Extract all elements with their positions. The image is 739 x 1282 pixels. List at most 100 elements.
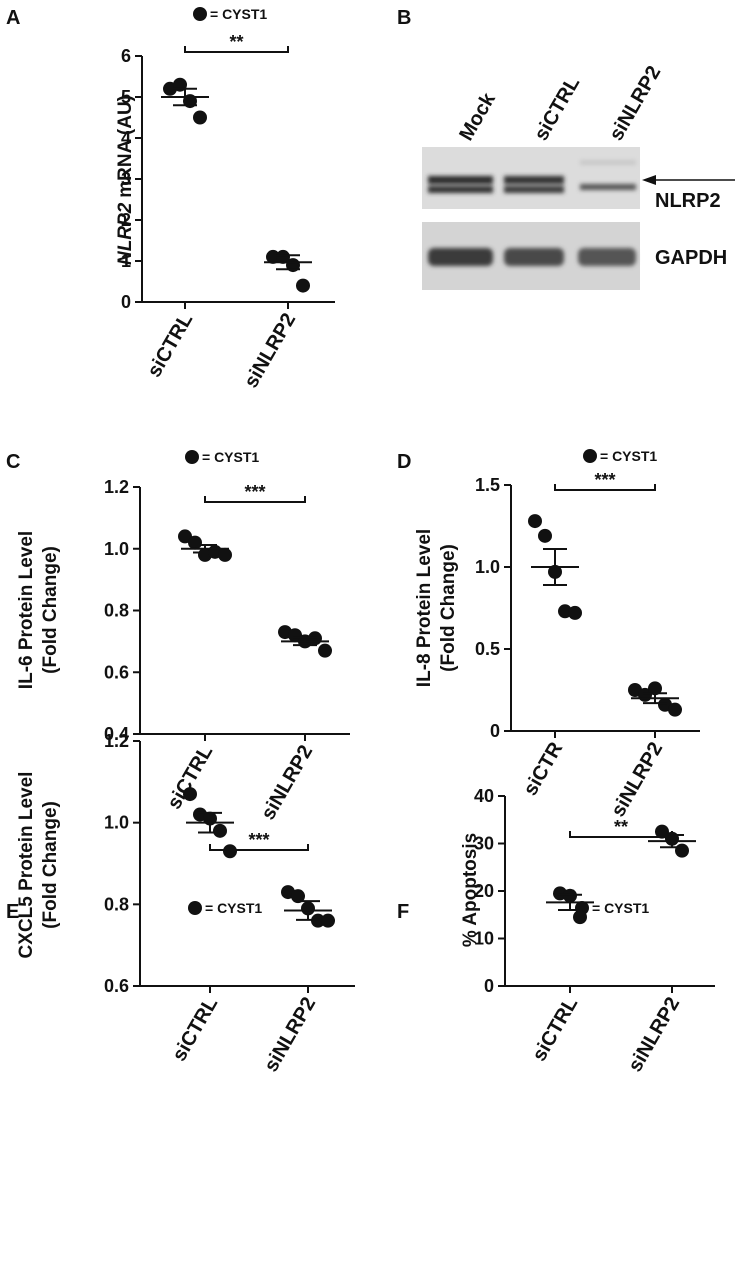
y-axis-label: NLRP2 mRNA (AU) — [115, 95, 136, 265]
y-axis-label: (Fold Change) — [40, 546, 61, 674]
y-tick-label: 1 — [121, 251, 131, 271]
data-point — [288, 628, 302, 643]
y-tick-label: 1.0 — [104, 813, 129, 833]
y-tick-label: 1.2 — [104, 477, 129, 497]
data-point — [183, 787, 197, 802]
data-point — [291, 889, 305, 904]
x-tick-label: siCTR — [519, 738, 567, 800]
panel-letter: B — [397, 7, 411, 29]
x-tick-label: siNLRP2 — [624, 994, 684, 1076]
significance-bracket — [184, 46, 289, 53]
data-point — [178, 529, 192, 544]
error-bar — [293, 636, 317, 647]
y-tick-label: 40 — [474, 786, 494, 806]
y-tick-label: 1.0 — [104, 539, 129, 559]
y-tick-label: 0.8 — [104, 894, 129, 914]
panel-letter: A — [6, 7, 20, 29]
y-tick-label: 10 — [474, 929, 494, 949]
data-point — [573, 910, 587, 925]
data-point — [188, 535, 202, 550]
x-tick-label: siNLRP2 — [240, 310, 300, 392]
legend-marker — [188, 901, 202, 915]
significance-bracket — [554, 484, 656, 491]
band-label: GAPDH — [655, 247, 727, 269]
x-tick-label: siNLRP2 — [607, 739, 667, 821]
significance-label: *** — [248, 830, 269, 850]
significance-bracket — [204, 496, 306, 503]
legend-label: = CYST1 — [592, 900, 649, 916]
panel-letter: D — [397, 451, 411, 473]
lane-label: Mock — [455, 88, 500, 144]
legend-label: = CYST1 — [205, 900, 262, 916]
x-tick-label: siCTRL — [168, 994, 222, 1066]
data-point — [528, 514, 542, 529]
lane-label: siCTRL — [530, 73, 584, 145]
y-tick-label: 0 — [484, 976, 494, 996]
y-axis-label: CXCL5 Protein Level — [16, 772, 37, 959]
x-tick-label: siNLRP2 — [260, 994, 320, 1076]
y-tick-label: 2 — [121, 210, 131, 230]
data-point — [321, 913, 335, 928]
y-tick-label: 0.8 — [104, 601, 129, 621]
y-tick-label: 0 — [121, 292, 131, 312]
y-tick-label: 0.5 — [475, 639, 500, 659]
significance-label: ** — [614, 817, 628, 837]
blot-panel: B Mock siCTRL siNLRP2 NLRP2 GAPDH — [397, 7, 735, 290]
y-tick-label: 0 — [490, 721, 500, 741]
panel-letter: F — [397, 901, 409, 923]
error-bar — [198, 811, 222, 834]
data-point — [668, 702, 682, 717]
data-point — [538, 528, 552, 543]
significance-label: *** — [594, 470, 615, 490]
legend-marker — [185, 450, 199, 464]
arrow-head — [642, 175, 656, 185]
legend-label: = CYST1 — [600, 448, 657, 464]
data-point — [276, 249, 290, 264]
x-tick-label: siCTRL — [528, 994, 582, 1066]
y-axis-label: IL-6 Protein Level — [16, 531, 37, 689]
panel-letter: C — [6, 451, 20, 473]
data-point — [266, 249, 280, 264]
lane-label: siNLRP2 — [605, 62, 665, 144]
data-point — [568, 605, 582, 620]
y-axis-label: % Apoptosis — [460, 833, 481, 947]
y-tick-label: 5 — [121, 87, 131, 107]
significance-label: *** — [244, 482, 265, 502]
y-axis-label-part: mRNA (AU) — [115, 95, 136, 198]
band-label: NLRP2 — [655, 190, 721, 212]
error-bar — [193, 544, 217, 554]
legend-label: = CYST1 — [210, 6, 267, 22]
significance-label: ** — [229, 32, 243, 52]
y-tick-label: 0.4 — [104, 724, 129, 744]
y-axis-label-part: NLRP2 — [115, 202, 136, 265]
legend-label: = CYST1 — [202, 449, 259, 465]
significance-bracket — [209, 844, 309, 851]
panel-letter: E — [6, 901, 19, 923]
data-point — [223, 844, 237, 859]
blot-bands — [428, 160, 636, 193]
significance-bracket — [569, 831, 673, 838]
y-tick-label: 4 — [121, 128, 131, 148]
y-tick-label: 0.6 — [104, 976, 129, 996]
data-point — [675, 843, 689, 858]
x-tick-label: siCTRL — [163, 742, 217, 814]
y-axis-label: (Fold Change) — [40, 801, 61, 929]
y-tick-label: 6 — [121, 46, 131, 66]
error-bar — [643, 692, 667, 705]
y-tick-label: 20 — [474, 881, 494, 901]
y-axis-label: (Fold Change) — [438, 544, 459, 672]
y-tick-label: 30 — [474, 834, 494, 854]
legend-marker — [583, 449, 597, 463]
y-axis-label: IL-8 Protein Level — [414, 529, 435, 687]
data-point — [213, 823, 227, 838]
legend-marker — [193, 7, 207, 21]
y-tick-label: 1.5 — [475, 475, 500, 495]
error-bar — [276, 254, 300, 271]
x-tick-label: siNLRP2 — [257, 742, 317, 824]
data-point — [193, 110, 207, 125]
error-bar — [296, 900, 320, 921]
x-tick-label: siCTRL — [143, 310, 197, 382]
error-bar — [543, 547, 567, 587]
